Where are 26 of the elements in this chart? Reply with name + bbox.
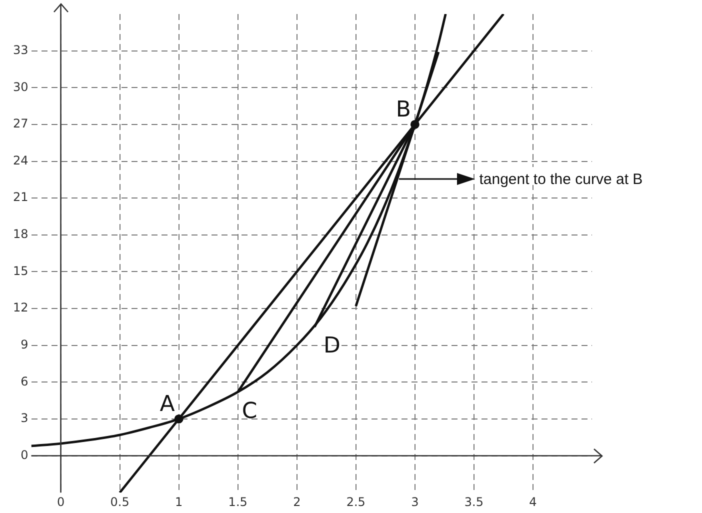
x-tick-label: 3.5 [464, 494, 484, 509]
y-tick-label: 24 [12, 153, 28, 168]
y-tick-label: 9 [20, 337, 28, 352]
annotation: B [396, 97, 411, 122]
y-tick-label: 18 [12, 227, 28, 242]
y-tick-label: 3 [20, 411, 28, 426]
annotation: D [324, 333, 340, 358]
annotation: A [160, 392, 175, 417]
x-tick-label: 1.5 [228, 494, 248, 509]
x-tick-label: 2 [293, 494, 301, 509]
x-tick-label: 3 [411, 494, 419, 509]
y-tick-label: 27 [12, 116, 28, 131]
annotation: C [242, 398, 258, 424]
x-tick-label: 1 [175, 494, 183, 509]
y-tick-label: 30 [12, 80, 28, 94]
x-tick-label: 0.5 [110, 494, 130, 509]
y-tick-label: 33 [12, 42, 28, 57]
y-tick-label: 6 [20, 374, 28, 388]
x-tick-label: 0 [56, 494, 65, 509]
annotation: tangent to the curve at B [479, 171, 643, 188]
x-tick-label: 2.5 [346, 494, 366, 509]
y-tick-label: 21 [12, 190, 28, 204]
y-tick-label: 12 [12, 300, 28, 315]
y-tick-label: 15 [12, 264, 28, 278]
y-tick-label: 0 [20, 448, 28, 462]
x-tick-label: 4 [529, 494, 537, 509]
